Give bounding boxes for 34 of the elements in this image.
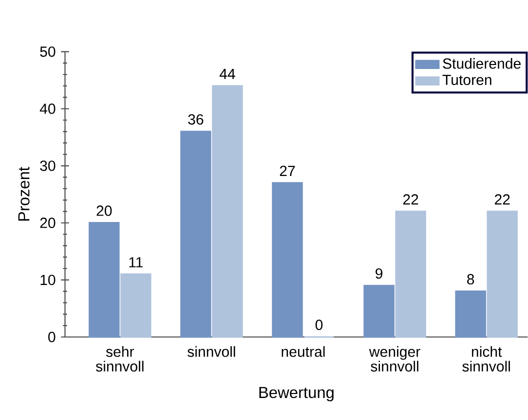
- bar: [120, 273, 152, 338]
- y-tick-label: 20: [40, 218, 56, 228]
- data-label: 27: [280, 166, 295, 176]
- y-axis-title: Prozent: [18, 166, 30, 221]
- x-tick-label: neutral: [282, 346, 325, 357]
- y-tick-label: 0: [48, 332, 56, 342]
- bar: [395, 210, 426, 338]
- bar: [88, 222, 120, 338]
- x-tick-label: nicht sinnvoll: [462, 346, 510, 372]
- data-label: 9: [376, 268, 382, 279]
- legend-label: Studierende: [442, 58, 521, 69]
- data-label: 22: [403, 194, 418, 205]
- y-tick-label: 30: [40, 160, 56, 171]
- data-label: 20: [96, 206, 112, 216]
- bar: [486, 210, 518, 338]
- x-tick-label: sinnvoll: [188, 346, 236, 357]
- data-label: 8: [467, 274, 474, 284]
- data-label: 22: [494, 194, 510, 205]
- data-label: 0: [316, 320, 323, 330]
- data-label: 11: [129, 257, 143, 268]
- bar: [212, 85, 243, 338]
- bar: [364, 284, 394, 338]
- y-tick-label: 40: [40, 104, 56, 114]
- data-label: 44: [220, 68, 236, 79]
- bar: [180, 130, 212, 338]
- x-axis-title: Bewertung: [259, 386, 334, 402]
- legend-label: Tutoren: [442, 74, 492, 86]
- bar: [272, 182, 303, 338]
- y-tick-label: 50: [40, 46, 56, 57]
- bar: [455, 290, 486, 338]
- data-label: 36: [188, 114, 204, 125]
- x-tick-label: weniger sinnvoll: [369, 346, 420, 372]
- x-tick-label: sehr sinnvoll: [96, 346, 144, 372]
- y-tick-label: 10: [40, 274, 56, 286]
